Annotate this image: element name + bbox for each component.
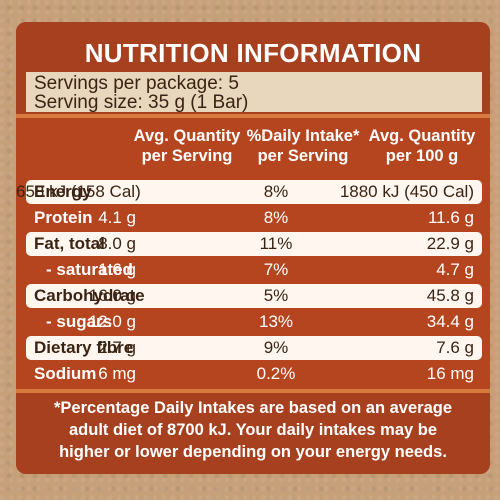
panel-title: NUTRITION INFORMATION — [84, 38, 422, 68]
per-100g-value: 4.7 g — [436, 260, 474, 279]
per-100g-value: 1880 kJ (450 Cal) — [339, 182, 474, 201]
footnote-line: adult diet of 8700 kJ. Your daily intake… — [68, 421, 438, 439]
header-line: per Serving — [257, 147, 349, 165]
table-row: Sodium 6 mg 0.2% 16 mg — [26, 362, 482, 386]
header-line: Avg. Quantity — [133, 127, 241, 145]
per-serving-value: 6 mg — [98, 364, 136, 383]
table-row: Dietary fibre 2.7 g 9% 7.6 g — [26, 336, 482, 360]
table-row: - saturated 1.6 g 7% 4.7 g — [26, 258, 482, 282]
daily-intake-value: 8% — [263, 208, 289, 227]
header-line: Avg. Quantity — [368, 127, 476, 145]
table-row: Energy 658 kJ (158 Cal) 8% 1880 kJ (450 … — [16, 180, 482, 204]
header-daily-intake: %Daily Intake* per Serving — [238, 126, 368, 166]
per-100g-value: 45.8 g — [426, 286, 474, 305]
nutrient-name: Carbohydrate — [34, 286, 145, 305]
nutrient-name: - saturated — [46, 260, 133, 279]
nutrition-panel: NUTRITION INFORMATION Servings per packa… — [16, 22, 490, 474]
daily-intake-value: 11% — [259, 234, 293, 253]
footnote-line: higher or lower depending on your energy… — [59, 443, 447, 461]
daily-intake-value: 8% — [263, 182, 289, 201]
table-row: Protein 4.1 g 8% 11.6 g — [26, 206, 482, 230]
nutrient-name: Dietary fibre — [34, 338, 134, 357]
daily-intake-value: 7% — [263, 260, 289, 279]
daily-intake-value: 5% — [263, 286, 289, 305]
daily-intake-value: 9% — [263, 338, 289, 357]
column-headers: Avg. Quantity per Serving %Daily Intake*… — [16, 126, 490, 186]
per-serving-value: 4.1 g — [98, 208, 136, 227]
nutrient-name: Fat, total — [34, 234, 105, 253]
footnote-line: *Percentage Daily Intakes are based on a… — [53, 399, 453, 417]
nutrient-name: Energy — [34, 182, 92, 201]
header-line: per Serving — [141, 147, 233, 165]
title-band: NUTRITION INFORMATION Servings per packa… — [16, 22, 490, 118]
header-line: %Daily Intake* — [246, 127, 360, 145]
header-line: per 100 g — [385, 147, 459, 165]
servings-box: Servings per package: 5 Serving size: 35… — [26, 72, 482, 113]
servings-per-package: Servings per package: 5 — [34, 73, 239, 94]
per-serving-value: 16.0 g — [88, 286, 136, 305]
per-serving-value: 12.0 g — [88, 312, 136, 331]
per-100g-value: 7.6 g — [436, 338, 474, 357]
header-avg-per-100g: Avg. Quantity per 100 g — [352, 126, 490, 166]
per-100g-value: 16 mg — [426, 364, 474, 383]
nutrient-name: Protein — [34, 208, 93, 227]
per-serving-value: 658 kJ (158 Cal) — [16, 182, 141, 201]
per-100g-value: 11.6 g — [427, 208, 474, 227]
daily-intake-value: 13% — [258, 312, 294, 331]
table-row: Carbohydrate 16.0 g 5% 45.8 g — [26, 284, 482, 308]
nutrient-name: Sodium — [34, 364, 97, 383]
per-serving-value: 8.0 g — [98, 234, 136, 253]
per-serving-value: 2.7 g — [98, 338, 136, 357]
header-avg-per-serving: Avg. Quantity per Serving — [112, 126, 262, 166]
table-row: - sugars 12.0 g 13% 34.4 g — [26, 310, 482, 334]
per-serving-value: 1.6 g — [98, 260, 136, 279]
per-100g-value: 22.9 g — [426, 234, 474, 253]
per-100g-value: 34.4 g — [426, 312, 474, 331]
nutrient-name: - sugars — [46, 312, 113, 331]
table-row: Fat, total 8.0 g 11% 22.9 g — [26, 232, 482, 256]
daily-intake-footnote: *Percentage Daily Intakes are based on a… — [16, 389, 490, 474]
serving-size: Serving size: 35 g (1 Bar) — [34, 92, 249, 113]
daily-intake-value: 0.2% — [256, 364, 296, 383]
